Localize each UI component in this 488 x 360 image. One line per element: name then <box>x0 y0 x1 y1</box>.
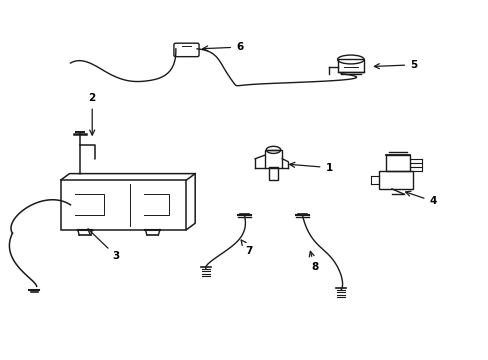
Bar <box>264 150 282 168</box>
Text: 7: 7 <box>241 240 252 256</box>
Bar <box>268 167 278 180</box>
Text: 2: 2 <box>88 94 96 135</box>
FancyBboxPatch shape <box>174 43 199 57</box>
Bar <box>337 59 364 72</box>
Text: 5: 5 <box>374 60 416 70</box>
Bar <box>378 171 412 189</box>
Text: 4: 4 <box>405 191 436 206</box>
Text: 8: 8 <box>308 251 318 272</box>
Text: 1: 1 <box>289 162 332 172</box>
Text: 6: 6 <box>203 42 243 52</box>
Bar <box>385 155 409 171</box>
Text: 3: 3 <box>88 229 120 261</box>
